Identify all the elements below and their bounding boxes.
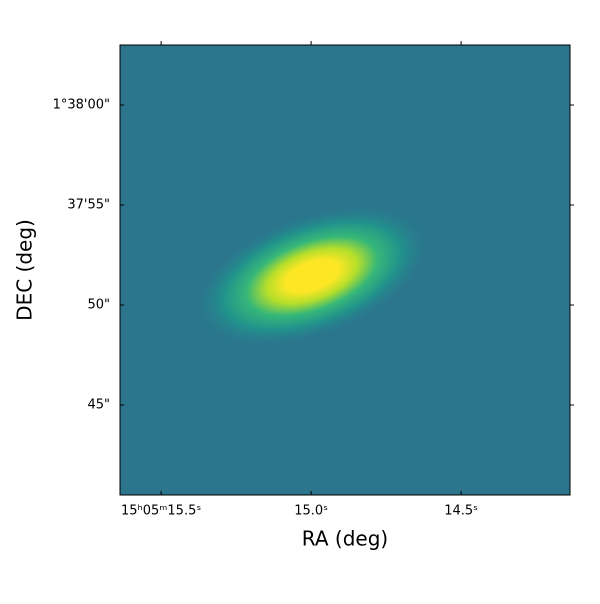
x-tick-label: 15ʰ05ᵐ15.5ˢ: [121, 504, 201, 519]
x-tick-label: 14.5ˢ: [444, 504, 478, 519]
x-tick-label: 15.0ˢ: [294, 504, 328, 519]
axes-frame: [119, 44, 571, 496]
y-tick-label: 45": [87, 398, 110, 413]
source-blob: [192, 203, 432, 349]
y-tick-label: 1°38'00": [53, 98, 110, 113]
y-tick-label: 37'55": [67, 198, 110, 213]
y-axis-label: DEC (deg): [13, 219, 37, 321]
x-axis-label: RA (deg): [302, 527, 388, 551]
y-tick-label: 50": [87, 298, 110, 313]
